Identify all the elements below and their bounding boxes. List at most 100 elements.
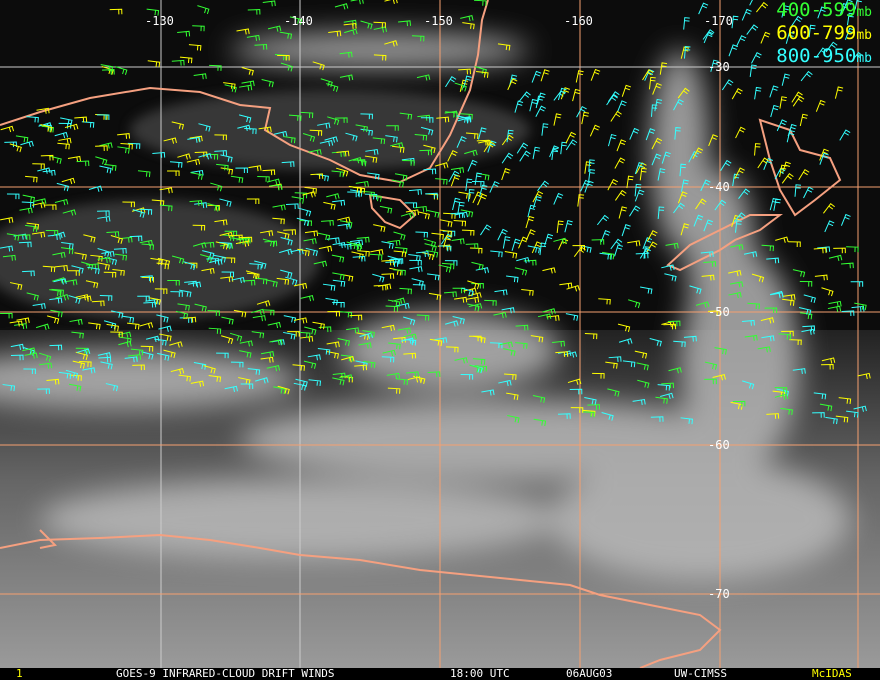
wind-barb bbox=[369, 253, 383, 261]
wind-barb bbox=[177, 153, 191, 160]
wind-barb bbox=[210, 182, 223, 192]
wind-barb bbox=[159, 187, 173, 194]
wind-barb bbox=[373, 224, 386, 233]
wind-barb bbox=[110, 331, 123, 338]
wind-barb bbox=[397, 327, 412, 334]
wind-barb bbox=[817, 6, 827, 19]
wind-barb bbox=[190, 172, 203, 180]
wind-barb bbox=[208, 375, 222, 383]
wind-barb bbox=[198, 153, 212, 160]
wind-barb bbox=[450, 167, 465, 174]
wind-barb bbox=[598, 298, 611, 305]
latitude-label: -40 bbox=[708, 180, 730, 194]
wind-barb bbox=[300, 295, 315, 302]
wind-barb bbox=[139, 239, 153, 247]
wind-barb bbox=[129, 235, 143, 242]
wind-barb bbox=[824, 220, 835, 233]
wind-barb bbox=[201, 241, 215, 248]
wind-barb bbox=[474, 0, 487, 6]
wind-barb bbox=[207, 202, 220, 212]
wind-barb bbox=[95, 156, 108, 166]
wind-barb bbox=[825, 416, 838, 425]
wind-barb bbox=[800, 70, 813, 82]
longitude-label: -160 bbox=[564, 14, 593, 28]
wind-barb bbox=[761, 335, 775, 342]
wind-barb bbox=[679, 163, 687, 177]
wind-barb bbox=[501, 168, 511, 181]
wind-barb bbox=[532, 395, 546, 404]
wind-barb bbox=[473, 335, 486, 344]
wind-barb bbox=[587, 404, 601, 410]
wind-barb bbox=[39, 352, 52, 362]
wind-barb bbox=[751, 273, 765, 283]
wind-barb bbox=[259, 230, 274, 237]
wind-barb bbox=[355, 180, 369, 188]
wind-barb bbox=[821, 287, 834, 297]
wind-barb bbox=[183, 261, 196, 271]
wind-barb bbox=[434, 337, 448, 344]
wind-barb bbox=[51, 231, 66, 239]
wind-barb bbox=[760, 317, 775, 324]
wind-barb bbox=[71, 331, 84, 339]
wind-barb bbox=[327, 310, 341, 317]
wind-barb bbox=[124, 356, 138, 363]
wind-barb bbox=[414, 133, 428, 141]
wind-barb bbox=[304, 326, 317, 336]
wind-barb bbox=[292, 364, 306, 371]
wind-barb bbox=[103, 271, 117, 278]
wind-barb bbox=[683, 46, 691, 59]
wind-barb bbox=[461, 287, 474, 297]
wind-barb bbox=[381, 324, 395, 331]
wind-barb bbox=[393, 269, 406, 276]
wind-barb bbox=[130, 348, 144, 356]
wind-barb bbox=[645, 128, 656, 141]
wind-barb bbox=[61, 177, 76, 185]
wind-barb bbox=[475, 267, 490, 274]
wind-barb bbox=[56, 182, 70, 192]
wind-barb bbox=[414, 205, 428, 212]
wind-barb bbox=[506, 275, 519, 283]
wind-barb bbox=[354, 364, 368, 371]
wind-barb bbox=[79, 361, 92, 368]
wind-barb bbox=[127, 142, 141, 149]
wind-barb bbox=[112, 269, 125, 276]
status-bar: 1 GOES-9 INFRARED-CLOUD DRIFT WINDS 18:0… bbox=[0, 668, 880, 680]
wind-barb bbox=[577, 194, 585, 207]
wind-barb bbox=[531, 241, 542, 254]
wind-barb bbox=[335, 117, 348, 123]
wind-barb bbox=[792, 269, 806, 278]
wind-barb bbox=[360, 113, 373, 120]
wind-barb bbox=[608, 356, 622, 362]
wind-barb bbox=[425, 249, 439, 258]
wind-barb bbox=[453, 220, 467, 227]
wind-barb bbox=[828, 254, 843, 262]
wind-barb bbox=[703, 219, 713, 232]
wind-barb bbox=[85, 280, 99, 289]
wind-barb bbox=[400, 212, 415, 219]
wind-barb bbox=[197, 5, 210, 15]
wind-barb bbox=[698, 2, 709, 15]
wind-barb bbox=[393, 231, 406, 241]
wind-barb bbox=[192, 242, 207, 249]
wind-barb bbox=[252, 315, 266, 322]
wind-barb bbox=[354, 159, 367, 167]
wind-barb bbox=[769, 85, 779, 98]
wind-barb bbox=[373, 284, 387, 291]
wind-barb bbox=[655, 396, 668, 404]
wind-barb bbox=[346, 241, 359, 250]
wind-barb bbox=[76, 160, 90, 167]
wind-barb bbox=[601, 411, 614, 421]
wind-barb bbox=[443, 291, 457, 298]
wind-barb bbox=[616, 100, 627, 113]
wind-barb bbox=[231, 276, 245, 284]
wind-barb bbox=[97, 210, 110, 217]
wind-barb bbox=[348, 185, 362, 193]
wind-barb bbox=[43, 204, 57, 210]
wind-barb bbox=[303, 238, 317, 245]
wind-barb bbox=[385, 305, 399, 312]
wind-barb bbox=[749, 0, 758, 6]
wind-barb bbox=[802, 325, 816, 332]
wind-barb bbox=[477, 193, 488, 206]
wind-barb bbox=[104, 256, 118, 266]
